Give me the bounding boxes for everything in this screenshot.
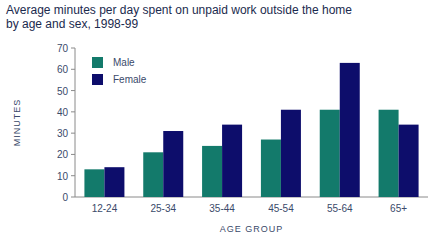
bars <box>84 63 418 197</box>
legend-swatch <box>92 57 103 68</box>
legend-label: Female <box>113 74 147 85</box>
bar <box>399 125 419 197</box>
y-tick <box>71 69 75 70</box>
bar <box>261 140 281 197</box>
bar <box>320 110 340 197</box>
subtitle: by age and sex, 1998-99 <box>6 17 138 31</box>
bar <box>281 110 301 197</box>
x-tick-label: 45-54 <box>268 203 294 214</box>
y-tick <box>71 175 75 176</box>
y-tick <box>71 154 75 155</box>
y-tick <box>71 111 75 112</box>
bar <box>340 63 360 197</box>
y-tick <box>71 197 75 198</box>
x-tick-label: 65+ <box>390 203 407 214</box>
y-axis <box>75 48 76 197</box>
legend-label: Male <box>113 57 135 68</box>
x-axis <box>75 197 428 198</box>
y-tick <box>71 48 75 49</box>
y-tick-label: 70 <box>57 43 69 54</box>
bar <box>104 167 124 197</box>
y-tick-label: 40 <box>57 107 69 118</box>
bar <box>163 131 183 197</box>
y-tick-label: 0 <box>62 192 68 203</box>
x-label: AGE GROUP <box>220 224 284 234</box>
title: Average minutes per day spent on unpaid … <box>6 3 352 17</box>
y-tick <box>71 133 75 134</box>
y-tick-label: 10 <box>57 171 69 182</box>
bar <box>84 169 104 197</box>
y-tick-label: 60 <box>57 64 69 75</box>
y-tick-label: 30 <box>57 128 69 139</box>
y-tick-label: 20 <box>57 149 69 160</box>
y-tick-label: 50 <box>57 86 69 97</box>
y-tick <box>71 90 75 91</box>
bar <box>202 146 222 197</box>
bar <box>222 125 242 197</box>
bar <box>379 110 399 197</box>
x-tick-label: 55-64 <box>327 203 353 214</box>
legend-swatch <box>92 74 103 85</box>
x-tick-label: 35-44 <box>209 203 235 214</box>
x-tick-label: 12-24 <box>92 203 118 214</box>
bar <box>143 152 163 197</box>
y-label: MINUTES <box>12 99 22 147</box>
x-tick-label: 25-34 <box>150 203 176 214</box>
